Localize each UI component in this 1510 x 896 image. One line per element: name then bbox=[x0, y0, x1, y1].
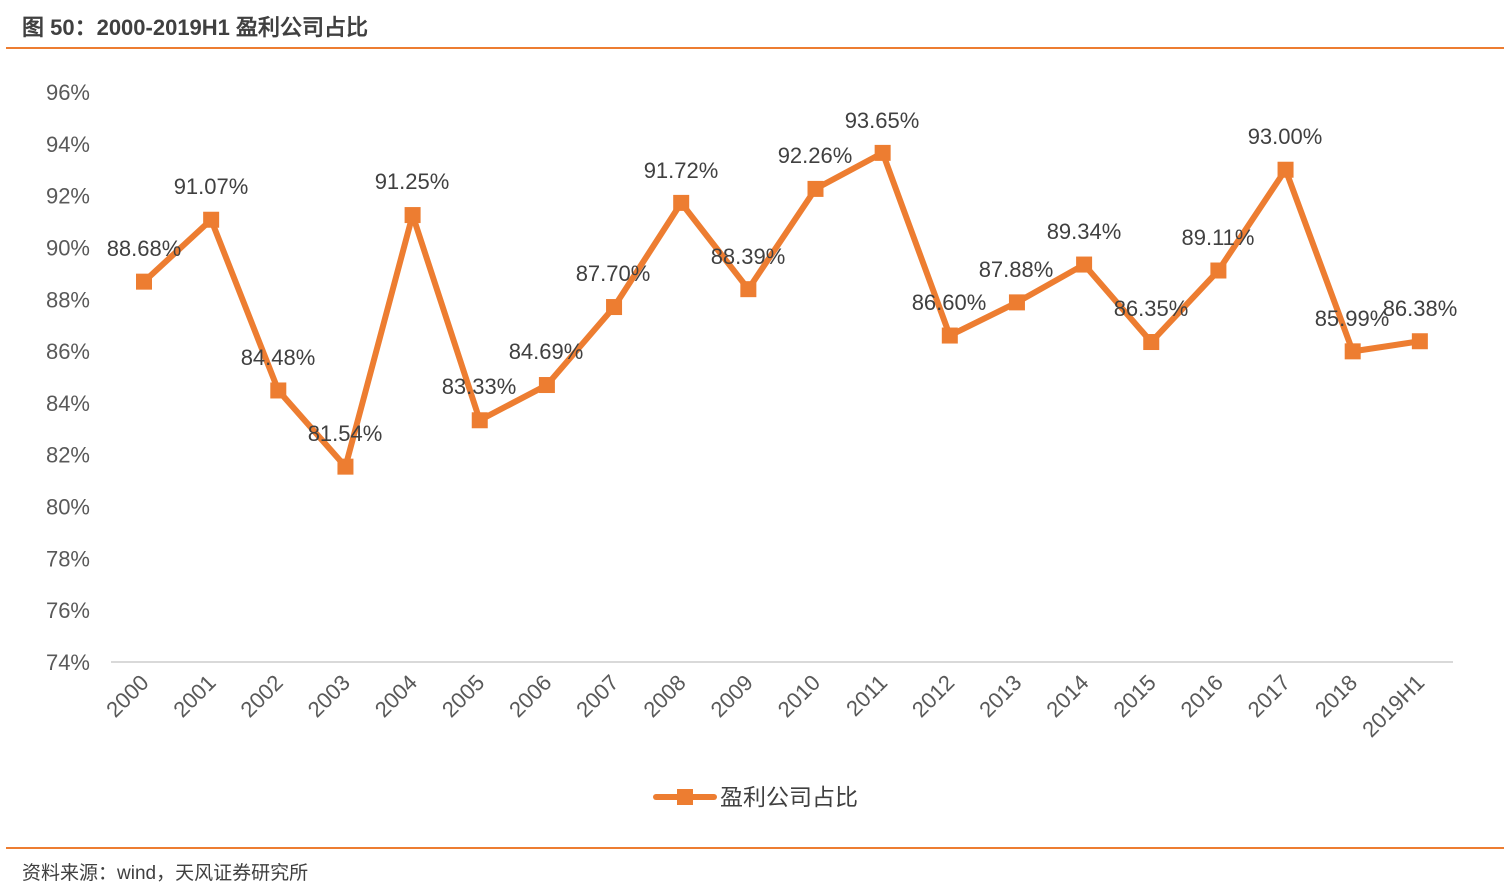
x-tick-label: 2011 bbox=[841, 670, 892, 721]
x-tick-label: 2006 bbox=[504, 670, 556, 722]
data-label: 85.99% bbox=[1315, 306, 1390, 331]
x-tick-label: 2012 bbox=[907, 670, 959, 722]
figure-title: 图 50：2000-2019H1 盈利公司占比 bbox=[22, 15, 369, 40]
data-point-marker bbox=[1277, 161, 1294, 178]
data-label: 89.11% bbox=[1182, 225, 1255, 250]
y-tick-label: 84% bbox=[46, 391, 90, 416]
x-tick-label: 2003 bbox=[303, 670, 355, 722]
footer-divider bbox=[6, 847, 1504, 849]
source-note: 资料来源：wind，天风证券研究所 bbox=[22, 863, 309, 884]
x-tick-label: 2014 bbox=[1041, 670, 1093, 722]
data-label: 91.72% bbox=[644, 158, 719, 183]
data-label: 91.07% bbox=[174, 174, 249, 199]
y-tick-label: 92% bbox=[46, 184, 90, 209]
y-tick-label: 82% bbox=[46, 443, 90, 468]
data-point-marker bbox=[1344, 343, 1361, 360]
x-tick-label: 2005 bbox=[437, 670, 489, 722]
legend-marker-icon bbox=[677, 789, 693, 805]
data-point-marker bbox=[1076, 256, 1093, 273]
data-point-marker bbox=[807, 180, 824, 197]
y-tick-label: 88% bbox=[46, 287, 90, 312]
x-tick-label: 2009 bbox=[706, 670, 758, 722]
data-point-marker bbox=[337, 458, 354, 475]
data-label: 87.70% bbox=[576, 261, 651, 286]
y-tick-label: 94% bbox=[46, 132, 90, 157]
data-point-marker bbox=[136, 273, 152, 290]
y-tick-label: 90% bbox=[46, 235, 90, 260]
data-point-marker bbox=[1411, 333, 1428, 350]
legend: 盈利公司占比 bbox=[653, 784, 858, 810]
data-point-marker bbox=[270, 382, 287, 399]
data-label: 87.88% bbox=[979, 257, 1054, 282]
y-tick-label: 74% bbox=[46, 650, 90, 675]
y-tick-label: 78% bbox=[46, 546, 90, 571]
x-axis-ticks: 2000 2001 2002 2003 2004 2005 2006 2007 2008 2009… bbox=[101, 670, 1429, 742]
data-label: 83.33% bbox=[442, 374, 517, 399]
data-point-marker bbox=[740, 281, 757, 298]
data-label: 88.39% bbox=[711, 244, 786, 269]
data-label: 89.34% bbox=[1047, 219, 1122, 244]
data-labels: 88.68% 91.07% 84.48% 81.54% 91.25% 83.33% 84.6… bbox=[107, 108, 1458, 446]
x-tick-label: 2007 bbox=[571, 670, 623, 722]
data-point-marker bbox=[471, 412, 488, 429]
x-tick-label: 2019H1 bbox=[1357, 670, 1429, 742]
data-label: 86.35% bbox=[1114, 296, 1189, 321]
data-point-marker bbox=[1008, 294, 1025, 311]
x-tick-label: 2004 bbox=[370, 670, 422, 722]
x-tick-label: 2016 bbox=[1176, 670, 1228, 722]
y-tick-label: 80% bbox=[46, 495, 90, 520]
x-tick-label: 2000 bbox=[101, 670, 153, 722]
x-tick-label: 2002 bbox=[236, 670, 288, 722]
x-tick-label: 2001 bbox=[168, 670, 220, 722]
x-tick-label: 2017 bbox=[1243, 670, 1295, 722]
data-point-marker bbox=[1143, 334, 1160, 351]
data-label: 91.25% bbox=[375, 169, 450, 194]
data-label: 86.60% bbox=[912, 290, 987, 315]
data-point-marker bbox=[874, 144, 891, 161]
x-tick-label: 2010 bbox=[773, 670, 825, 722]
x-tick-label: 2018 bbox=[1310, 670, 1362, 722]
data-point-marker bbox=[404, 207, 421, 224]
data-label: 86.38% bbox=[1383, 296, 1458, 321]
series-line bbox=[141, 149, 1421, 470]
data-label: 84.69% bbox=[509, 339, 584, 364]
y-tick-label: 96% bbox=[46, 80, 90, 105]
title-divider bbox=[6, 47, 1504, 49]
data-label: 81.54% bbox=[308, 421, 383, 446]
legend-label: 盈利公司占比 bbox=[720, 784, 858, 810]
data-label: 84.48% bbox=[241, 345, 316, 370]
y-axis-ticks: 74% 76% 78% 80% 82% 84% 86% 88% 90% 92% 94% 96% bbox=[46, 80, 90, 675]
series-markers bbox=[136, 144, 1428, 475]
y-tick-label: 86% bbox=[46, 339, 90, 364]
x-tick-label: 2013 bbox=[974, 670, 1026, 722]
y-tick-label: 76% bbox=[46, 598, 90, 623]
data-label: 88.68% bbox=[107, 236, 182, 261]
data-point-marker bbox=[538, 377, 555, 394]
x-tick-label: 2008 bbox=[638, 670, 690, 722]
data-point-marker bbox=[1210, 262, 1227, 279]
data-label: 93.00% bbox=[1248, 124, 1323, 149]
data-point-marker bbox=[606, 299, 623, 316]
data-label: 92.26% bbox=[778, 143, 853, 168]
data-label: 93.65% bbox=[845, 108, 920, 133]
data-point-marker bbox=[673, 194, 690, 211]
data-point-marker bbox=[941, 327, 958, 344]
data-point-marker bbox=[203, 211, 220, 228]
x-tick-label: 2015 bbox=[1108, 670, 1160, 722]
